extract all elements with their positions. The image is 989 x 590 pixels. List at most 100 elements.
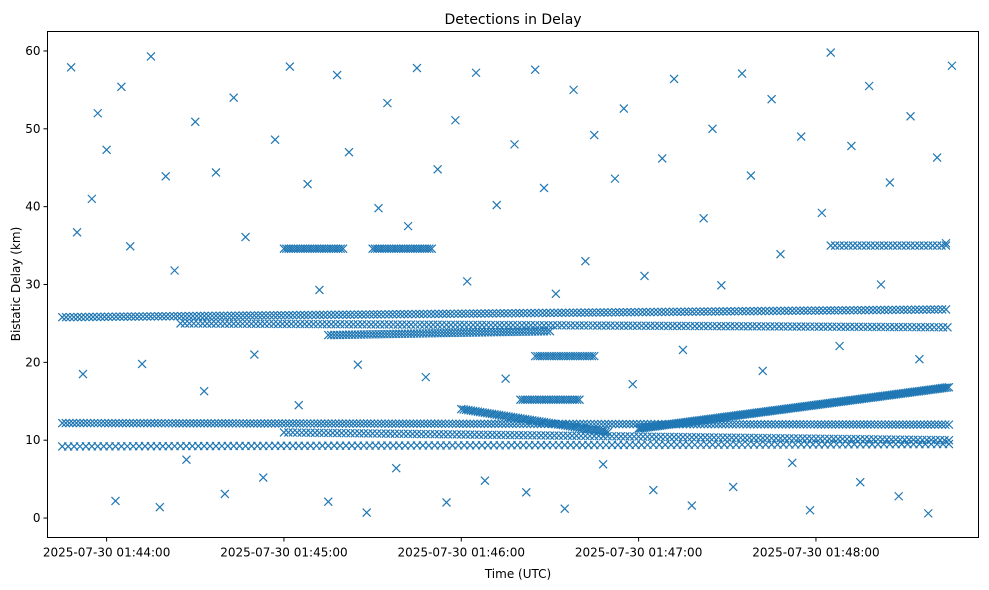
data-point bbox=[587, 351, 597, 361]
data-point bbox=[505, 430, 515, 440]
data-point bbox=[65, 312, 75, 322]
data-point bbox=[687, 501, 697, 511]
data-point bbox=[787, 306, 797, 316]
data-point bbox=[684, 307, 693, 317]
data-point bbox=[703, 307, 713, 316]
data-point bbox=[75, 418, 85, 428]
data-point bbox=[167, 418, 177, 428]
data-point bbox=[402, 320, 412, 329]
data-point bbox=[694, 321, 704, 331]
data-point bbox=[772, 306, 782, 316]
data-point bbox=[841, 305, 851, 315]
data-point bbox=[92, 312, 102, 322]
data-point bbox=[891, 435, 901, 444]
data-point bbox=[69, 312, 79, 322]
data-point bbox=[199, 386, 209, 396]
data-point bbox=[876, 322, 886, 332]
data-point bbox=[451, 419, 461, 429]
data-point bbox=[700, 432, 710, 442]
data-point bbox=[334, 419, 344, 428]
data-point bbox=[933, 305, 943, 314]
data-point bbox=[263, 419, 273, 428]
data-point bbox=[264, 319, 274, 329]
data-point bbox=[313, 319, 323, 329]
data-point bbox=[761, 321, 771, 331]
data-point bbox=[859, 420, 869, 429]
data-point bbox=[338, 244, 348, 254]
data-point bbox=[855, 434, 865, 444]
data-point bbox=[597, 321, 607, 330]
data-point bbox=[563, 431, 573, 441]
data-point bbox=[909, 435, 918, 445]
data-point bbox=[545, 308, 555, 318]
data-point bbox=[776, 306, 786, 316]
data-point bbox=[611, 419, 620, 429]
data-point bbox=[123, 312, 133, 322]
data-point bbox=[818, 322, 828, 332]
data-point bbox=[398, 419, 408, 429]
data-point bbox=[511, 308, 521, 318]
data-point bbox=[620, 431, 630, 441]
x-tick-label: 2025-07-30 01:46:00 bbox=[398, 546, 525, 560]
data-point bbox=[280, 310, 290, 320]
data-point bbox=[903, 322, 912, 332]
data-point bbox=[375, 320, 385, 329]
data-point bbox=[455, 419, 464, 429]
data-point bbox=[816, 419, 826, 429]
data-point bbox=[817, 208, 827, 218]
data-point bbox=[623, 321, 633, 331]
data-point bbox=[721, 321, 731, 331]
data-point bbox=[394, 419, 404, 429]
data-point bbox=[599, 308, 609, 317]
data-point bbox=[284, 310, 294, 320]
data-point bbox=[842, 434, 852, 444]
data-point bbox=[497, 419, 507, 429]
data-point bbox=[450, 115, 460, 125]
data-point bbox=[760, 419, 769, 429]
data-point bbox=[326, 319, 336, 329]
data-point bbox=[294, 400, 304, 410]
data-point bbox=[860, 305, 870, 315]
data-point bbox=[468, 320, 478, 330]
data-point bbox=[810, 322, 819, 332]
data-point bbox=[82, 418, 92, 428]
data-point bbox=[223, 311, 232, 321]
data-point bbox=[278, 319, 287, 329]
data-point bbox=[781, 419, 791, 429]
data-point bbox=[184, 319, 194, 328]
data-point bbox=[412, 429, 422, 439]
data-point bbox=[100, 418, 110, 428]
data-point bbox=[344, 147, 354, 157]
data-point bbox=[654, 321, 664, 331]
data-point bbox=[241, 232, 250, 242]
data-point bbox=[917, 435, 927, 445]
data-point bbox=[721, 419, 730, 429]
data-point bbox=[357, 319, 367, 329]
data-point bbox=[942, 383, 952, 392]
data-point bbox=[492, 200, 502, 210]
data-point bbox=[445, 309, 455, 319]
data-point bbox=[479, 419, 489, 429]
data-point bbox=[630, 307, 640, 317]
data-point bbox=[561, 308, 571, 318]
data-point bbox=[745, 306, 755, 316]
data-point bbox=[93, 108, 103, 118]
data-point bbox=[944, 420, 954, 430]
data-point bbox=[752, 321, 762, 331]
data-point bbox=[103, 418, 113, 428]
data-point bbox=[640, 271, 649, 281]
data-point bbox=[634, 432, 644, 441]
data-point bbox=[749, 433, 759, 443]
data-point bbox=[521, 487, 531, 497]
data-point bbox=[877, 420, 886, 429]
data-point bbox=[728, 419, 738, 429]
data-point bbox=[125, 241, 135, 251]
data-point bbox=[844, 241, 853, 251]
data-point bbox=[746, 171, 756, 180]
data-point bbox=[155, 502, 165, 512]
data-point bbox=[354, 428, 364, 438]
data-point bbox=[87, 194, 97, 204]
data-point bbox=[669, 432, 679, 442]
data-point bbox=[883, 241, 893, 251]
data-point bbox=[589, 351, 599, 361]
